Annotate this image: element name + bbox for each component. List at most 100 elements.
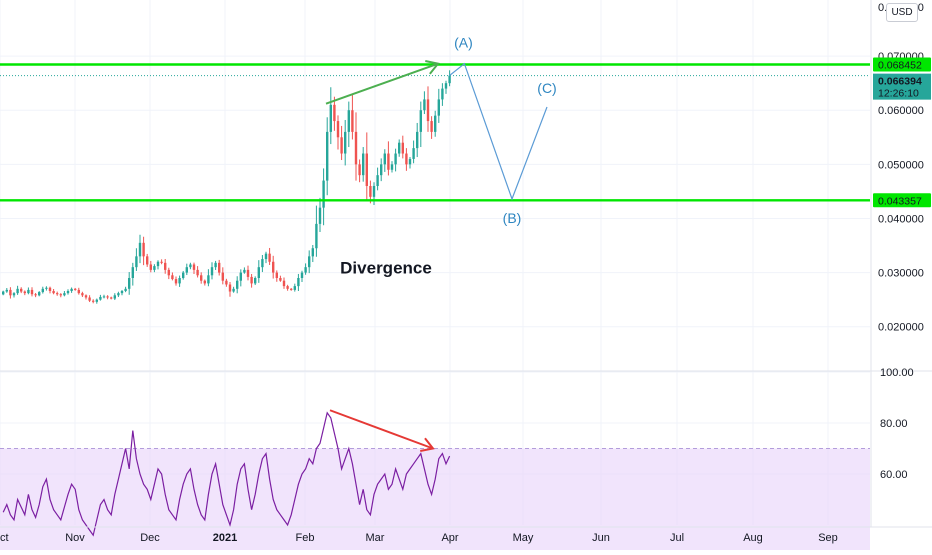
candle-body xyxy=(95,299,98,302)
candle-body xyxy=(416,131,419,149)
candle-body xyxy=(74,288,77,290)
candle-body xyxy=(124,288,127,291)
candle-body xyxy=(153,266,156,270)
candle-body xyxy=(45,287,48,289)
time-tick-label: Sep xyxy=(818,532,838,544)
candle-body xyxy=(290,288,293,290)
time-tick-label: Jun xyxy=(592,532,610,544)
candle-body xyxy=(5,289,8,292)
price-tick-label: 0.030000 xyxy=(878,268,924,280)
candle-body xyxy=(23,291,26,294)
candle-body xyxy=(380,164,383,176)
candle-body xyxy=(12,293,16,296)
candle-body xyxy=(77,289,80,294)
rsi-tick-label: 60.00 xyxy=(880,469,908,481)
candle-body xyxy=(408,158,412,165)
candle-body xyxy=(315,223,318,249)
candle-body xyxy=(131,267,134,278)
candle-body xyxy=(275,272,278,278)
candle-body xyxy=(27,289,30,294)
time-tick-label: Feb xyxy=(296,532,315,544)
candle-body xyxy=(437,99,440,116)
candle-body xyxy=(444,83,448,89)
candle-body xyxy=(311,248,314,257)
last-price-tag-bg xyxy=(873,73,931,100)
candle-body xyxy=(203,280,206,284)
price-tick-label: 0.020000 xyxy=(878,322,924,334)
candle-body xyxy=(41,288,44,293)
candle-body xyxy=(178,278,181,284)
divergence-label: Divergence xyxy=(340,259,432,278)
price-tick-label: 0.040000 xyxy=(878,213,924,225)
candle-body xyxy=(16,288,19,294)
support-price-tag: 0.043357 xyxy=(878,195,922,207)
candle-body xyxy=(340,137,343,154)
candle-body xyxy=(401,142,404,154)
candle-body xyxy=(232,288,235,292)
wave-label-a: (A) xyxy=(454,35,473,51)
wave-label-b: (B) xyxy=(503,210,522,226)
candle-body xyxy=(113,295,116,299)
candle-body xyxy=(30,289,34,295)
candle-body xyxy=(383,153,386,165)
candle-body xyxy=(236,280,239,289)
candle-body xyxy=(56,293,59,295)
candle-body xyxy=(333,104,336,122)
rsi-line xyxy=(2,411,451,537)
candle-body xyxy=(20,288,23,292)
candle-body xyxy=(419,110,422,132)
candle-body xyxy=(156,261,160,267)
candle-body xyxy=(228,284,232,292)
candle-body xyxy=(243,269,246,273)
candle-body xyxy=(448,75,451,84)
candle-body xyxy=(434,115,437,132)
candle-body xyxy=(272,261,275,273)
candle-body xyxy=(376,175,379,186)
candle-body xyxy=(390,164,394,170)
candle-body xyxy=(369,186,372,197)
candle-body xyxy=(192,264,196,270)
candle-body xyxy=(102,296,106,298)
candle-body xyxy=(264,253,268,260)
candle-body xyxy=(354,131,358,165)
candle-body xyxy=(430,121,433,132)
candle-body xyxy=(207,275,210,284)
candle-body xyxy=(372,186,376,197)
candle-body xyxy=(164,262,167,270)
time-tick-label: May xyxy=(513,532,534,544)
candle-body xyxy=(358,164,361,176)
candle-body xyxy=(110,297,113,299)
candle-body xyxy=(405,153,408,165)
candle-body xyxy=(9,289,12,296)
last-price-countdown: 12:26:10 xyxy=(878,88,919,100)
time-tick-label: Jul xyxy=(670,532,684,544)
projected-wave-path xyxy=(449,62,548,201)
candle-body xyxy=(362,153,365,176)
candle-body xyxy=(279,278,282,281)
candle-body xyxy=(268,253,271,262)
rsi-band-fill xyxy=(0,448,870,551)
candle-body xyxy=(293,286,296,290)
candle-body xyxy=(412,148,415,159)
candle-body xyxy=(138,242,142,257)
last-price-tag: 0.066394 xyxy=(878,76,922,88)
candle-body xyxy=(351,110,354,132)
price-tick-label: 0.050000 xyxy=(878,159,924,171)
candles xyxy=(2,70,451,304)
candle-body xyxy=(167,269,170,276)
candle-body xyxy=(34,294,37,296)
rsi-tick-label: 100.00 xyxy=(880,367,914,379)
candle-body xyxy=(318,207,322,224)
candle-body xyxy=(52,290,55,294)
candle-body xyxy=(347,110,350,132)
candle-body xyxy=(128,278,131,289)
currency-badge[interactable]: USD xyxy=(886,3,918,22)
rsi-tick-label: 80.00 xyxy=(880,418,908,430)
candle-body xyxy=(63,293,66,296)
candle-body xyxy=(160,261,163,263)
price-divergence-arrow-shaft xyxy=(325,62,439,105)
candle-body xyxy=(250,276,253,284)
candle-body xyxy=(38,292,41,296)
